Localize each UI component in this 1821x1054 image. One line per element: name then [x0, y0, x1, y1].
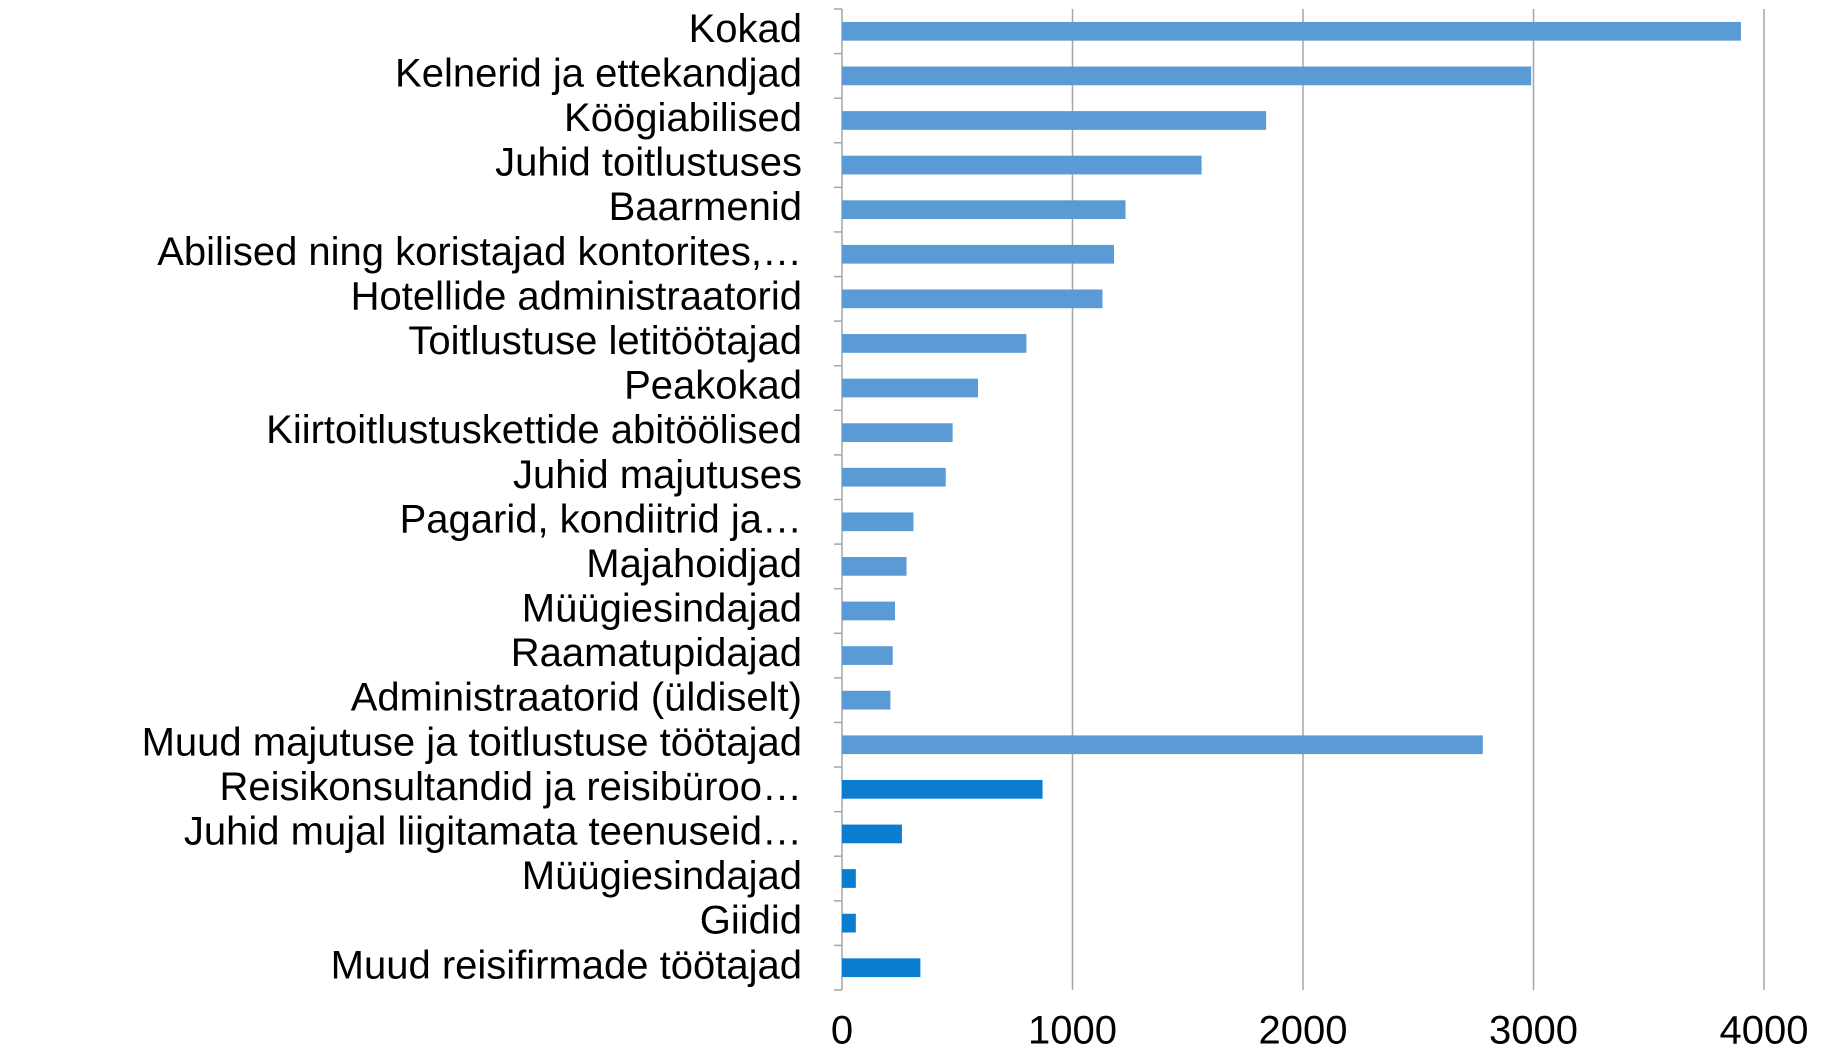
y-tick-label: Muud majutuse ja toitlustuse töötajad [142, 720, 802, 764]
bar [842, 913, 856, 933]
bar [842, 869, 856, 888]
bar [842, 735, 1483, 755]
x-tick-label: 2000 [1259, 1009, 1348, 1053]
y-tick-label: Majahoidjad [586, 542, 802, 586]
y-tick-label: Juhid toitlustuses [495, 141, 802, 185]
y-tick-label: Juhid majutuses [513, 453, 802, 497]
bar [842, 21, 1741, 41]
x-tick-label: 1000 [1028, 1009, 1117, 1053]
y-tick-label: Köögiabilised [564, 96, 802, 140]
bar [842, 289, 1103, 309]
bar [842, 512, 914, 532]
y-tick-label: Abilised ning koristajad kontorites,… [157, 230, 802, 274]
y-tick-label: Toitlustuse letitöötajad [408, 319, 802, 363]
y-tick-label: Juhid mujal liigitamata teenuseid… [184, 809, 802, 853]
bar [842, 646, 893, 665]
y-tick-label: Pagarid, kondiitrid ja… [400, 497, 802, 541]
bar [842, 824, 902, 844]
bar [842, 200, 1126, 220]
x-tick-label: 4000 [1720, 1009, 1809, 1053]
y-tick-label: Administraatorid (üldiselt) [351, 676, 802, 720]
bar [842, 244, 1114, 264]
x-tick-label: 3000 [1489, 1009, 1578, 1053]
y-tick-label: Müügiesindajad [522, 854, 802, 898]
y-tick-label: Kokad [689, 7, 802, 51]
bar [842, 958, 921, 978]
bar [842, 155, 1202, 175]
bar [842, 111, 1267, 130]
y-tick-label: Peakokad [624, 364, 802, 408]
y-tick-label: Müügiesindajad [522, 587, 802, 631]
y-tick-label: Kelnerid ja ettekandjad [395, 51, 802, 95]
bar [842, 378, 978, 398]
y-tick-label: Reisikonsultandid ja reisibüroo… [219, 765, 802, 809]
y-tick-label: Raamatupidajad [511, 631, 802, 675]
bar [842, 601, 896, 621]
bar [842, 66, 1532, 86]
y-tick-label: Giidid [700, 899, 802, 943]
y-tick-label: Hotellide administraatorid [351, 274, 802, 318]
bar [842, 557, 907, 576]
x-tick-label: 0 [831, 1009, 853, 1053]
y-tick-label: Muud reisifirmade töötajad [331, 943, 802, 987]
y-tick-label: Kiirtoitlustuskettide abitöölised [266, 408, 802, 452]
bar [842, 779, 1043, 799]
bar [842, 334, 1027, 353]
bar [842, 423, 953, 442]
bar [842, 690, 891, 710]
y-tick-label: Baarmenid [609, 185, 802, 229]
bar [842, 467, 946, 487]
